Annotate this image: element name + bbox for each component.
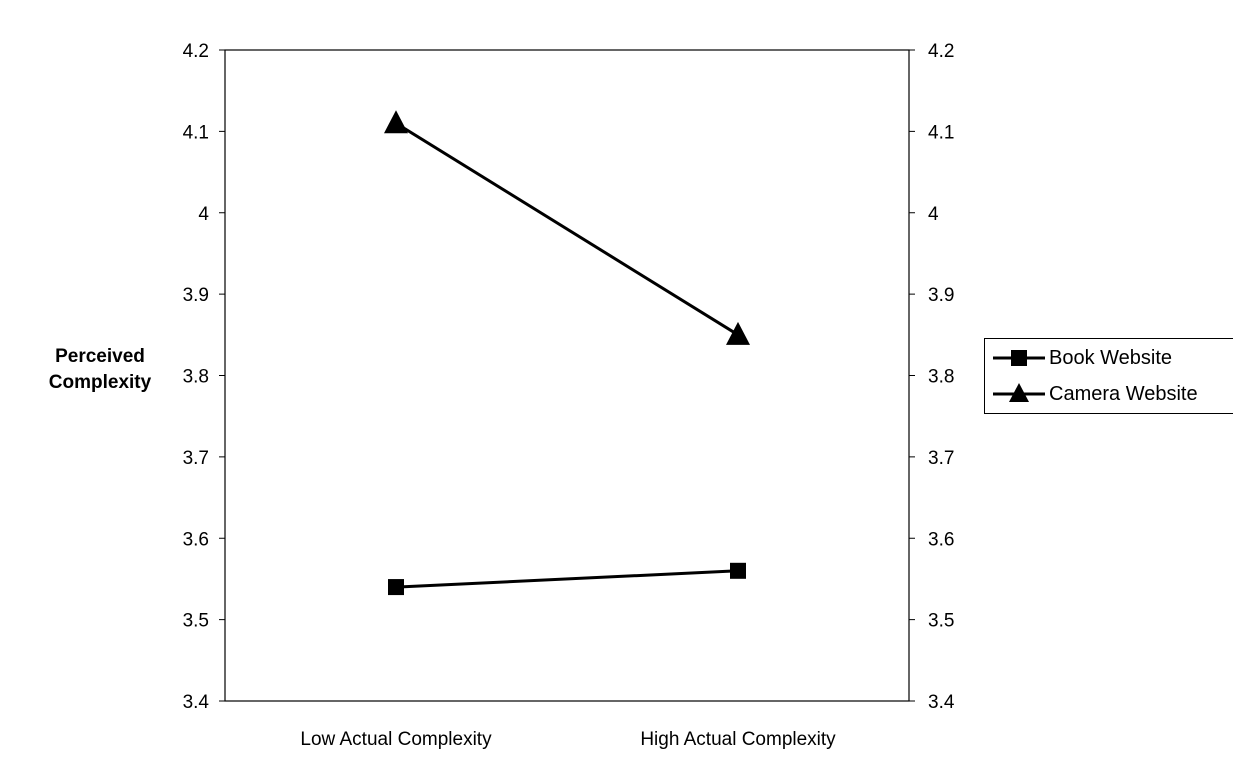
data-point-square xyxy=(730,562,746,579)
y-tick-label-secondary: 4.1 xyxy=(928,122,954,143)
y-tick-label-secondary: 3.8 xyxy=(928,367,954,388)
y-tick-label-secondary: 4.2 xyxy=(928,41,954,62)
y-tick-label: 4.1 xyxy=(183,122,209,143)
data-point-square xyxy=(388,579,404,596)
legend-label: Camera Website xyxy=(1049,382,1198,405)
x-tick-label: Low Actual Complexity xyxy=(300,729,492,750)
y-tick-label: 3.4 xyxy=(183,692,210,713)
y-tick-label-secondary: 4 xyxy=(928,204,939,225)
y-axis-title: Perceived Complexity xyxy=(30,344,170,396)
y-tick-label-secondary: 3.6 xyxy=(928,529,954,550)
x-tick-label: High Actual Complexity xyxy=(640,729,836,750)
legend-label: Book Website xyxy=(1049,346,1173,369)
legend: Book Website Camera Website xyxy=(984,338,1233,414)
data-point-triangle xyxy=(726,321,750,345)
series-line xyxy=(395,569,739,589)
y-axis-title-line-2: Complexity xyxy=(48,372,152,393)
y-tick-label: 3.6 xyxy=(183,529,209,550)
series-line xyxy=(395,121,739,337)
triangle-marker-icon xyxy=(993,383,1045,402)
legend-item-book-website: Book Website xyxy=(991,343,1172,373)
y-tick-label: 4 xyxy=(198,204,209,225)
y-tick-label: 4.2 xyxy=(183,41,209,62)
y-tick-label: 3.8 xyxy=(183,367,209,388)
y-tick-label-secondary: 3.4 xyxy=(928,692,955,713)
y-tick-label-secondary: 3.9 xyxy=(928,285,954,306)
plot-frame xyxy=(224,49,910,702)
y-tick-label-secondary: 3.5 xyxy=(928,611,954,632)
y-tick-label-secondary: 3.7 xyxy=(928,448,954,469)
data-point-triangle xyxy=(384,110,408,134)
y-tick-label: 3.5 xyxy=(183,611,209,632)
y-tick-label: 3.9 xyxy=(183,285,209,306)
square-marker-icon xyxy=(993,350,1045,366)
y-axis-title-line-1: Perceived xyxy=(55,346,145,367)
legend-item-camera-website: Camera Website xyxy=(991,379,1198,409)
y-tick-label: 3.7 xyxy=(183,448,209,469)
